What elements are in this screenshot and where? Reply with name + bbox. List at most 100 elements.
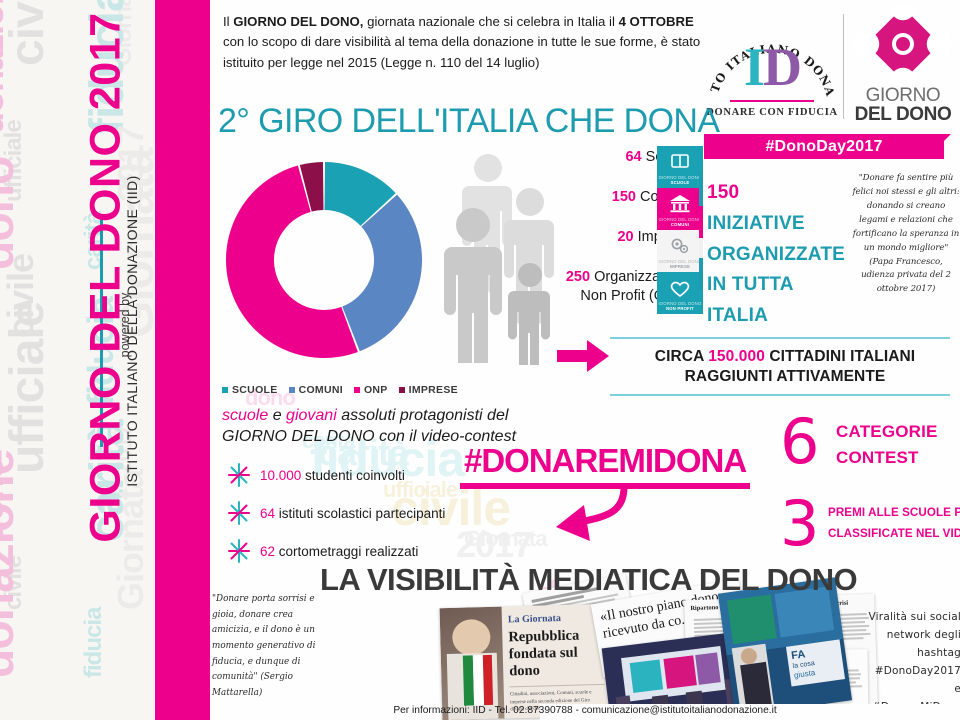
six-labels: CATEGORIE CONTEST — [836, 419, 938, 470]
legend-item-scuole: SCUOLE — [222, 384, 278, 396]
giovani-word: giovani — [286, 407, 337, 424]
scuole-giovani-text: scuole e giovani assoluti protagonisti d… — [222, 406, 552, 448]
gdd-line1: GIORNO — [865, 85, 941, 106]
iniziative-accent-bar — [699, 170, 703, 290]
bullet-number: 62 — [260, 543, 276, 559]
donut-slice-scuole — [324, 162, 396, 226]
circa-prefix: CIRCA — [654, 348, 709, 365]
badge-caption-name: NON PROFIT — [666, 305, 694, 311]
circa-text: CIRCA 150.000 CITTADINI ITALIANI RAGGIUN… — [610, 339, 960, 394]
intro-part1: Il — [223, 14, 234, 29]
bullet-row: 64 istituti scolastici partecipanti — [226, 494, 526, 532]
iid-logo: ISTITUTO ITALIANO DONAZIONE ID DONARE CO… — [702, 8, 842, 130]
intro-bold2: 4 OTTOBRE — [618, 14, 694, 29]
building-icon — [670, 195, 690, 213]
intro-part2: giornata nazionale che si celebra in Ita… — [363, 14, 619, 29]
hashtag-banner: #DonoDay2017 — [704, 134, 951, 159]
category-badge-imprese: GIORNO DEL DONO IMPRESE — [657, 230, 703, 272]
bullet-row: 62 cortometraggi realizzati — [226, 532, 526, 570]
legend-swatch-icon — [222, 387, 228, 393]
curved-left-arrow-icon — [556, 483, 628, 541]
iid-tagline: DONARE CON FIDUCIA — [706, 107, 838, 118]
badge-caption: GIORNO DEL DONO SCUOLE — [657, 175, 703, 186]
legend-item-imprese: IMPRESE — [398, 384, 458, 396]
three-line1: PREMI ALLE SCUOLE PRIME — [828, 506, 960, 519]
watermark-word: donazione — [0, 449, 24, 678]
visibilita-headline: LA VISIBILITÀ MEDIATICA DEL DONO — [320, 562, 858, 597]
category-badge-non-profit: GIORNO DEL DONO NON PROFIT — [657, 272, 703, 314]
scuole-line2: GIORNO DEL DONO con il video-contest — [222, 427, 517, 445]
clipping-headline: Repubblica fondata sul dono — [508, 627, 580, 680]
virality-line4: #DonoDay2017 e — [874, 665, 960, 696]
bullet-number: 10.000 — [260, 467, 302, 483]
gears-icon — [671, 238, 689, 254]
donut-chart — [222, 150, 427, 370]
papa-quote-text: "Donare fa sentire più felici noi stessi… — [852, 173, 960, 253]
badge-caption-top: GIORNO DEL DONO — [658, 174, 702, 180]
circa-line1: CIRCA 150.000 CITTADINI ITALIANI — [610, 347, 960, 367]
three-labels: PREMI ALLE SCUOLE PRIME CLASSIFICATE NEL… — [828, 502, 960, 545]
six-categories-block: 6 CATEGORIE CONTEST — [780, 405, 960, 478]
donut-chart-svg — [225, 162, 422, 358]
intro-bold1: GIORNO DEL DONO, — [233, 14, 364, 29]
stat-number: 150 — [611, 189, 636, 206]
watermark-word: fiducia — [80, 607, 107, 678]
people-silhouettes — [442, 150, 572, 365]
press-clippings: La Giornata Repubblica fondata sul dono … — [328, 573, 888, 720]
papa-quote-attribution: (Papa Francesco, udienza privata del 2 o… — [861, 256, 951, 295]
organization-name: ISTITUTO ITALIANO DELLA DONAZIONE (IID) — [124, 175, 140, 487]
bullet-text: cortometraggi realizzati — [275, 543, 419, 559]
three-line2: CLASSIFICATE NEL VIDEO-CONTEST — [828, 527, 960, 541]
stat-number: 250 — [565, 269, 591, 286]
sidebar-divider-rule — [100, 217, 103, 447]
heart-icon — [670, 281, 690, 298]
giorno-del-dono-logo: GIORNO DEL DONO — [853, 0, 953, 131]
footer-backdrop — [540, 704, 960, 720]
virality-line1: Viralità sui social — [868, 611, 960, 623]
intro-paragraph: Il GIORNO DEL DONO, giornata nazionale c… — [223, 12, 703, 73]
footer-contact: Per informazioni: IID - Tel. 02.87390788… — [393, 705, 777, 716]
stat-number: 64 — [625, 149, 642, 165]
scuole-rest: assoluti protagonisti del — [336, 407, 509, 424]
virality-line2: network degli — [886, 629, 960, 642]
badge-caption: GIORNO DEL DONO COMUNI — [657, 217, 703, 228]
circa-rule-bottom — [610, 394, 950, 397]
watermark-word: donazione — [0, 0, 11, 134]
clipping-tv-photo-studio: FA la cosa giusta — [717, 577, 853, 717]
circa-rule-top — [610, 337, 950, 339]
badge-caption-name: COMUNI — [670, 221, 690, 227]
legend-item-comuni: COMUNI — [288, 384, 343, 396]
gdd-logo-text: GIORNO DEL DONO — [854, 86, 952, 125]
sidebar-magenta-bar — [155, 0, 210, 720]
six-number: 6 — [780, 405, 820, 478]
stat-number: 20 — [617, 229, 634, 246]
giro-heading: 2° GIRO DELL'ITALIA CHE DONA — [218, 102, 720, 140]
three-prizes-block: 3 PREMI ALLE SCUOLE PRIME CLASSIFICATE N… — [780, 487, 960, 560]
iniziative-line2: ORGANIZZATE — [707, 243, 846, 265]
clipping-kicker: La Giornata — [507, 613, 562, 626]
scuole-mid: e — [268, 407, 287, 424]
bullet-list: 10.000 studenti coinvolti 64 istituti sco… — [226, 456, 526, 570]
bullet-number: 64 — [260, 505, 276, 521]
six-line2: CONTEST — [836, 447, 919, 467]
logo-block: ISTITUTO ITALIANO DONAZIONE ID DONARE CO… — [702, 0, 953, 162]
donut-slice-comuni — [342, 194, 422, 352]
mattarella-quote: "Donare porta sorrisi e gioia, donare cr… — [212, 592, 332, 702]
badge-caption-top: GIORNO DEL DONO — [658, 258, 702, 264]
circa-block: CIRCA 150.000 CITTADINI ITALIANI RAGGIUN… — [610, 337, 960, 399]
badge-caption: GIORNO DEL DONO NON PROFIT — [657, 301, 703, 312]
legend-swatch-icon — [398, 387, 405, 393]
bullet-row: 10.000 studenti coinvolti — [226, 456, 526, 494]
scuole-word: scuole — [222, 407, 269, 424]
left-sidebar: donocaritàcivileGiornatadonazionefiducia… — [0, 0, 210, 720]
category-badges: GIORNO DEL DONO SCUOLE GIORNO DEL DONO COMU… — [657, 146, 703, 314]
intro-part3: con lo scopo di dare visibilità al tema … — [223, 34, 701, 70]
three-number: 3 — [780, 487, 820, 560]
donaremidona-hashtag: #DONAREMIDONA — [464, 442, 747, 479]
category-badge-comuni: GIORNO DEL DONO COMUNI — [657, 188, 703, 230]
legend-label: COMUNI — [298, 384, 343, 396]
asterisk-star-icon — [228, 463, 250, 487]
iniziative-line3: IN TUTTA ITALIA — [707, 274, 794, 327]
virality-note: Viralità sui social network degli hashta… — [865, 608, 960, 716]
bullet-text: istituti scolastici partecipanti — [275, 505, 446, 521]
